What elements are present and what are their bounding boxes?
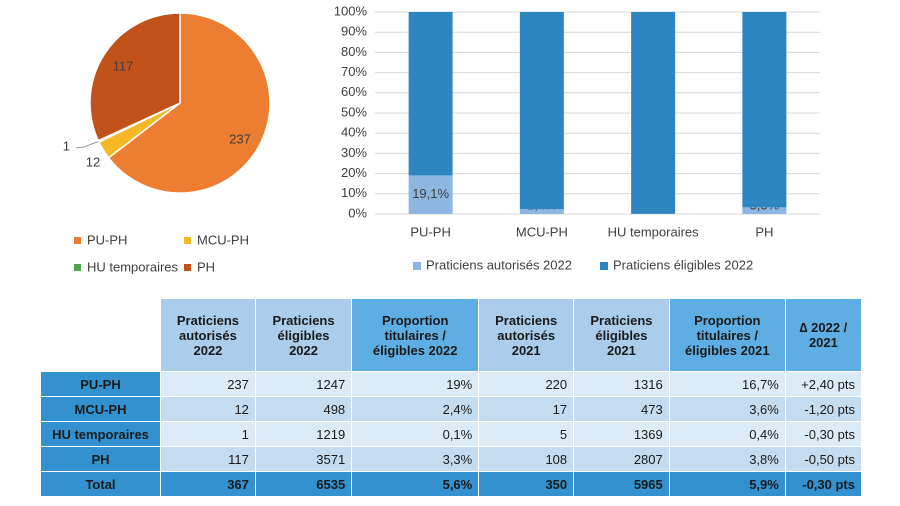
row-header: PH	[40, 446, 161, 472]
corner	[40, 298, 161, 372]
cell: 5,9%	[668, 471, 786, 497]
cell: -0,50 pts	[784, 446, 863, 472]
legend-swatch	[74, 237, 81, 244]
legend-swatch	[600, 262, 608, 270]
cell: 19%	[351, 371, 480, 397]
cell: 0,4%	[668, 421, 786, 447]
table-row: HU temporaires 1 1219 0,1% 5 1369 0,4% -0,30 pt…	[40, 421, 863, 447]
pie-slice	[89, 12, 181, 142]
cell: 16,7%	[668, 371, 786, 397]
bar-segment	[408, 175, 453, 214]
cell: 5	[478, 421, 575, 447]
pie-slice	[107, 12, 271, 194]
table-row: PH 117 3571 3,3% 108 2807 3,8% -0,50 pts	[40, 446, 863, 472]
cell: 3571	[254, 446, 353, 472]
cell: 1	[160, 421, 256, 447]
cell: 367	[160, 471, 256, 497]
cell: 108	[478, 446, 575, 472]
legend-label: MCU-PH	[197, 232, 249, 247]
cell: 1247	[254, 371, 353, 397]
y-tick-label: 100%	[334, 3, 368, 18]
header-cell: Praticiens éligibles 2022	[254, 298, 353, 372]
cell: 17	[478, 396, 575, 422]
cell: 5,6%	[351, 471, 480, 497]
table-row: PU-PH 237 1247 19% 220 1316 16,7% +2,40 pts	[40, 371, 863, 397]
cell: 1316	[573, 371, 670, 397]
y-tick-label: 10%	[341, 185, 367, 200]
y-tick-label: 0%	[348, 205, 367, 220]
cell: 3,3%	[351, 446, 480, 472]
data-label: 12	[86, 154, 100, 169]
row-header: HU temporaires	[40, 421, 161, 447]
header-cell: Praticiens autorisés 2022	[160, 298, 256, 372]
legend-label: Praticiens éligibles 2022	[613, 257, 753, 272]
data-label: 1	[63, 138, 70, 153]
cell: 12	[160, 396, 256, 422]
cell: 2,4%	[351, 396, 480, 422]
cell: 498	[254, 396, 353, 422]
header-cell: Praticiens éligibles 2021	[573, 298, 670, 372]
legend-label: PH	[197, 259, 215, 274]
bar-segment	[631, 12, 676, 214]
bar-segment	[742, 12, 787, 208]
cell: 1369	[573, 421, 670, 447]
bar-segment	[408, 12, 453, 176]
row-header: MCU-PH	[40, 396, 161, 422]
bar-segment	[742, 207, 787, 214]
data-table: Praticiens autorisés 2022 Praticiens élig…	[40, 298, 863, 497]
y-tick-label: 60%	[341, 84, 367, 99]
bar-segment	[519, 12, 564, 210]
y-tick-label: 40%	[341, 125, 367, 140]
y-tick-label: 30%	[341, 145, 367, 160]
y-tick-label: 70%	[341, 64, 367, 79]
cell: 0,1%	[351, 421, 480, 447]
y-tick-label: 20%	[341, 165, 367, 180]
cell: 350	[478, 471, 575, 497]
row-header: PU-PH	[40, 371, 161, 397]
legend-label: Praticiens autorisés 2022	[426, 257, 572, 272]
cell: 3,8%	[668, 446, 786, 472]
data-label: 19,1%	[412, 186, 449, 201]
legend-swatch	[184, 237, 191, 244]
header-cell: Proportion titulaires / éligibles 2022	[351, 298, 480, 372]
charts: 237 12 1 117 PU-PH MCU-PH HU temporaires PH 0% 10…	[63, 3, 820, 274]
cell: -0,30 pts	[784, 421, 863, 447]
cell: 5965	[573, 471, 670, 497]
y-tick-label: 90%	[341, 24, 367, 39]
cell: 220	[478, 371, 575, 397]
table-row: MCU-PH 12 498 2,4% 17 473 3,6% -1,20 pts	[40, 396, 863, 422]
x-tick-label: MCU-PH	[516, 224, 568, 239]
cell: -1,20 pts	[784, 396, 863, 422]
cell: -0,30 pts	[784, 471, 863, 497]
bar-segment	[519, 209, 564, 214]
x-tick-label: PH	[755, 224, 773, 239]
cell: 1219	[254, 421, 353, 447]
legend-swatch	[184, 264, 191, 271]
y-tick-label: 80%	[341, 44, 367, 59]
legend-label: PU-PH	[87, 232, 127, 247]
legend-swatch	[74, 264, 81, 271]
cell: 3,6%	[668, 396, 786, 422]
data-label: 237	[229, 131, 251, 146]
header-row: Praticiens autorisés 2022 Praticiens élig…	[40, 298, 863, 372]
cell: 473	[573, 396, 670, 422]
row-header: Total	[40, 471, 161, 497]
y-tick-label: 50%	[341, 104, 367, 119]
header-cell: ∆ 2022 / 2021	[784, 298, 863, 372]
x-tick-label: PU-PH	[410, 224, 450, 239]
header-cell: Proportion titulaires / éligibles 2021	[668, 298, 786, 372]
data-label: 117	[113, 58, 134, 73]
cell: 117	[160, 446, 256, 472]
cell: 2807	[573, 446, 670, 472]
cell: 237	[160, 371, 256, 397]
leader-line	[75, 140, 99, 149]
cell: 6535	[254, 471, 353, 497]
header-cell: Praticiens autorisés 2021	[478, 298, 575, 372]
table-row: Total 367 6535 5,6% 350 5965 5,9% -0,30 pts	[40, 471, 863, 497]
x-tick-label: HU temporaires	[608, 224, 700, 239]
cell: +2,40 pts	[784, 371, 863, 397]
legend-label: HU temporaires	[87, 259, 179, 274]
legend-swatch	[413, 262, 421, 270]
